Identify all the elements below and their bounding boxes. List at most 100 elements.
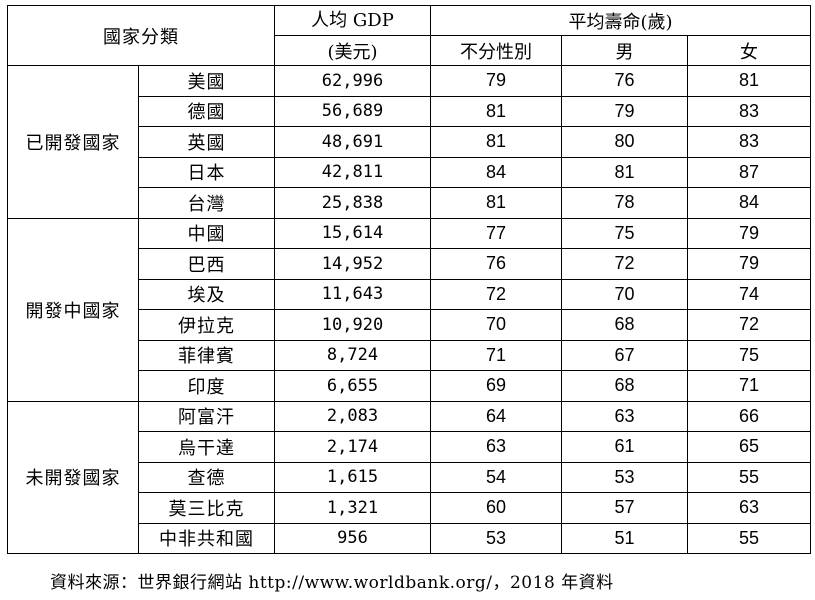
country-cell: 查德 [138, 461, 275, 493]
country-cell: 台灣 [138, 187, 275, 219]
table-row: 印度 6,655 69 68 71 [8, 370, 811, 402]
life-male-cell: 67 [561, 339, 688, 371]
header-row-2: (美元) 不分性別 男 女 [8, 35, 811, 66]
table-row: 台灣 25,838 81 78 84 [8, 187, 811, 219]
life-male-cell: 81 [561, 156, 688, 188]
gdp-cell: 10,920 [274, 309, 431, 341]
life-male-cell: 78 [561, 187, 688, 219]
header-gdp-line1: 人均 GDP [274, 5, 431, 36]
country-cell: 巴西 [138, 248, 275, 280]
life-male-cell: 72 [561, 248, 688, 280]
table-body: 已開發國家 美國 62,996 79 76 81 德國 56,689 81 79 83 英國 48,69… [7, 65, 811, 554]
gdp-cell: 25,838 [274, 187, 431, 219]
life-all-cell: 72 [430, 278, 562, 310]
source-note: 資料來源：世界銀行網站 http://www.worldbank.org/，20… [50, 573, 614, 593]
country-cell: 伊拉克 [138, 309, 275, 341]
life-all-cell: 81 [430, 126, 562, 158]
header-category: 國家分類 [7, 5, 275, 66]
table-row: 莫三比克 1,321 60 57 63 [8, 492, 811, 524]
table-row: 菲律賓 8,724 71 67 75 [8, 339, 811, 371]
table-row: 查德 1,615 54 53 55 [8, 461, 811, 493]
life-male-cell: 51 [561, 522, 688, 554]
life-female-cell: 71 [687, 370, 811, 402]
life-male-cell: 57 [561, 492, 688, 524]
life-male-cell: 68 [561, 370, 688, 402]
life-female-cell: 75 [687, 339, 811, 371]
gdp-cell: 42,811 [274, 156, 431, 188]
life-male-cell: 61 [561, 431, 688, 463]
gdp-cell: 11,643 [274, 278, 431, 310]
table-row: 日本 42,811 84 81 87 [8, 156, 811, 188]
gdp-cell: 6,655 [274, 370, 431, 402]
life-male-cell: 75 [561, 217, 688, 249]
header-life-all: 不分性別 [430, 35, 562, 66]
table-row: 開發中國家 中國 15,614 77 75 79 [7, 217, 811, 402]
life-all-cell: 60 [430, 492, 562, 524]
header-life-expectancy: 平均壽命(歲) [430, 5, 811, 36]
group-name-cell: 已開發國家 [7, 65, 139, 219]
header-life-male: 男 [561, 35, 688, 66]
header-life-female: 女 [687, 35, 811, 66]
gdp-cell: 56,689 [274, 95, 431, 127]
country-cell: 菲律賓 [138, 339, 275, 371]
gdp-cell: 1,615 [274, 461, 431, 493]
life-female-cell: 55 [687, 522, 811, 554]
life-all-cell: 63 [430, 431, 562, 463]
country-cell: 埃及 [138, 278, 275, 310]
life-female-cell: 84 [687, 187, 811, 219]
data-table: 國家分類 人均 GDP 平均壽命(歲) (美元) 不分性別 男 女 已開發國家美… [7, 5, 811, 554]
table-row: 已開發國家 美國 62,996 79 76 81 [7, 65, 811, 219]
life-female-cell: 83 [687, 126, 811, 158]
country-cell: 中國 [138, 217, 275, 249]
group-name-cell: 未開發國家 [7, 400, 139, 554]
gdp-cell: 48,691 [274, 126, 431, 158]
life-male-cell: 76 [561, 65, 688, 97]
gdp-cell: 956 [274, 522, 431, 554]
table-row: 巴西 14,952 76 72 79 [8, 248, 811, 280]
table-row: 中非共和國 956 53 51 55 [8, 522, 811, 554]
life-all-cell: 81 [430, 95, 562, 127]
country-cell: 中非共和國 [138, 522, 275, 554]
life-female-cell: 65 [687, 431, 811, 463]
group-name-cell: 開發中國家 [7, 217, 139, 402]
life-male-cell: 53 [561, 461, 688, 493]
life-all-cell: 81 [430, 187, 562, 219]
life-female-cell: 79 [687, 248, 811, 280]
header-row-1: 國家分類 人均 GDP 平均壽命(歲) [7, 5, 811, 66]
table-row: 埃及 11,643 72 70 74 [8, 278, 811, 310]
header-gdp-unit: (美元) [274, 35, 431, 66]
country-cell: 莫三比克 [138, 492, 275, 524]
life-all-cell: 54 [430, 461, 562, 493]
table-row: 英國 48,691 81 80 83 [8, 126, 811, 158]
life-male-cell: 80 [561, 126, 688, 158]
life-female-cell: 74 [687, 278, 811, 310]
country-cell: 印度 [138, 370, 275, 402]
life-female-cell: 81 [687, 65, 811, 97]
table-row: 德國 56,689 81 79 83 [8, 95, 811, 127]
gdp-cell: 62,996 [274, 65, 431, 97]
life-all-cell: 69 [430, 370, 562, 402]
life-male-cell: 63 [561, 400, 688, 432]
life-female-cell: 87 [687, 156, 811, 188]
gdp-cell: 1,321 [274, 492, 431, 524]
life-male-cell: 79 [561, 95, 688, 127]
country-cell: 日本 [138, 156, 275, 188]
country-cell: 美國 [138, 65, 275, 97]
gdp-cell: 8,724 [274, 339, 431, 371]
country-cell: 英國 [138, 126, 275, 158]
life-female-cell: 55 [687, 461, 811, 493]
table-row: 未開發國家 阿富汗 2,083 64 63 66 [7, 400, 811, 554]
country-cell: 德國 [138, 95, 275, 127]
life-female-cell: 66 [687, 400, 811, 432]
life-all-cell: 79 [430, 65, 562, 97]
life-male-cell: 68 [561, 309, 688, 341]
gdp-cell: 15,614 [274, 217, 431, 249]
life-all-cell: 76 [430, 248, 562, 280]
life-all-cell: 71 [430, 339, 562, 371]
life-female-cell: 63 [687, 492, 811, 524]
gdp-cell: 2,083 [274, 400, 431, 432]
life-all-cell: 64 [430, 400, 562, 432]
life-all-cell: 53 [430, 522, 562, 554]
life-all-cell: 84 [430, 156, 562, 188]
country-cell: 烏干達 [138, 431, 275, 463]
